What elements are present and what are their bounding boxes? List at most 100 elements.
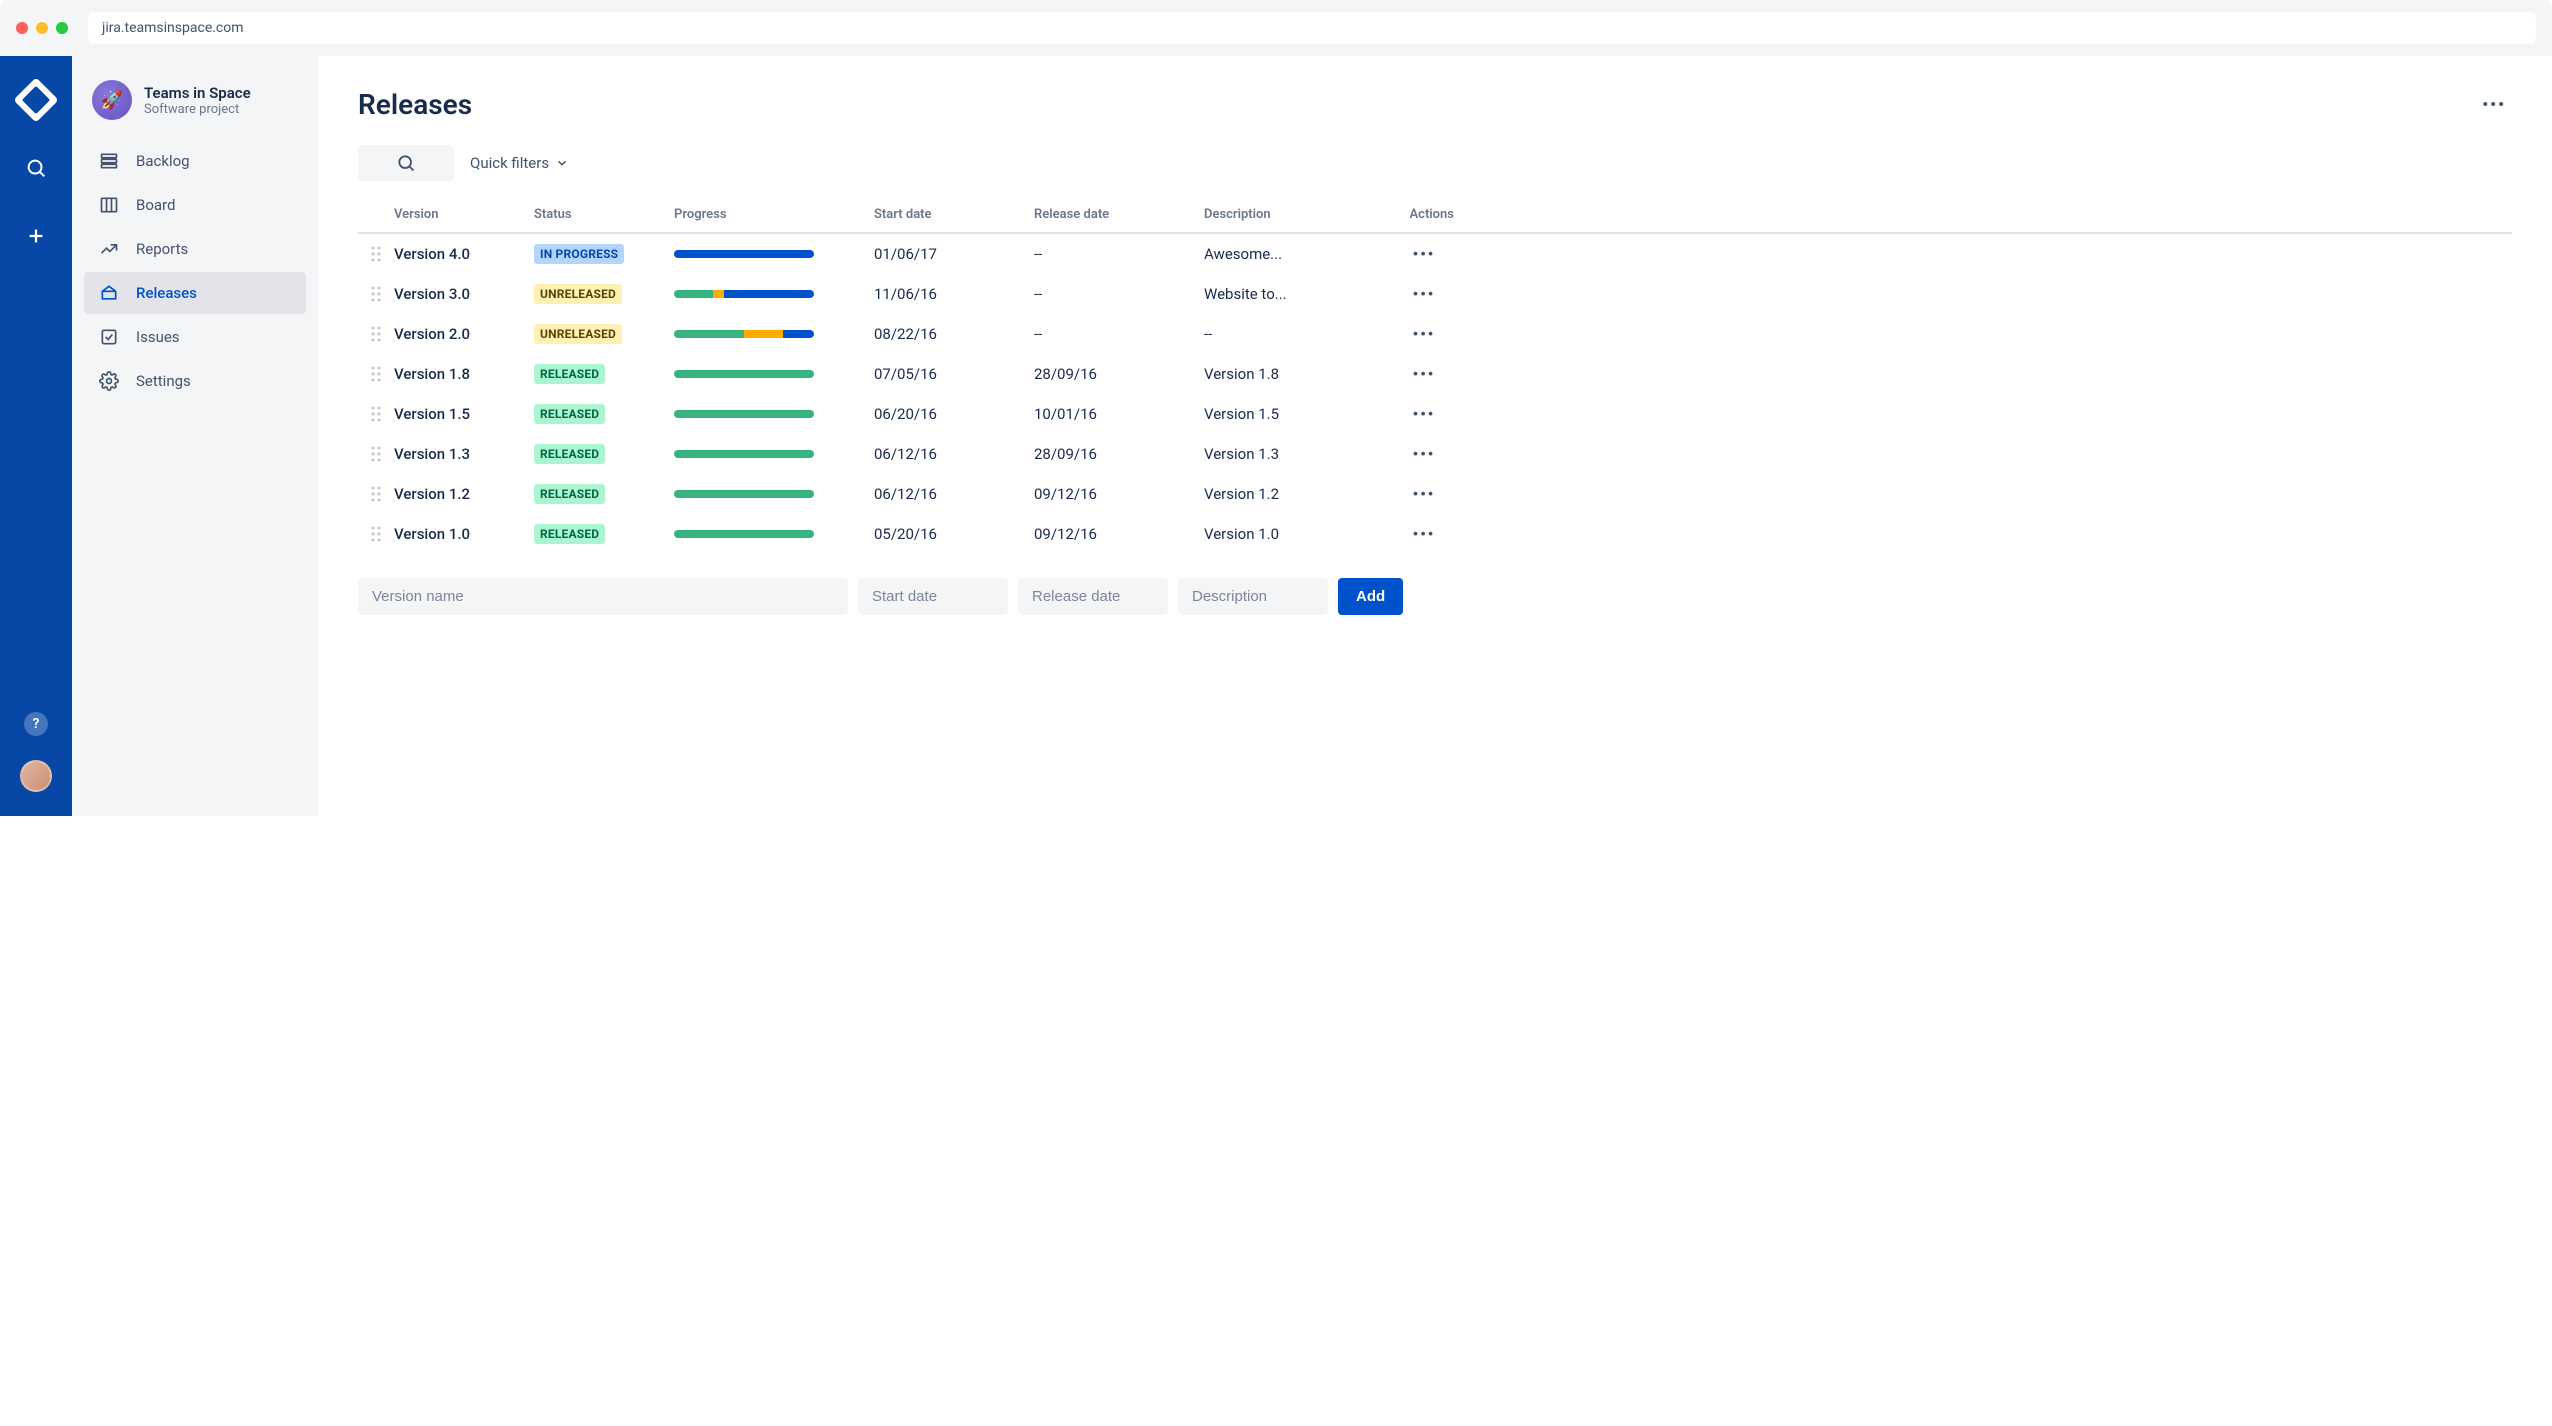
sidebar-item-label: Settings — [136, 372, 191, 390]
drag-handle-icon[interactable] — [358, 326, 394, 342]
column-header-description: Description — [1204, 207, 1384, 222]
version-name-input[interactable] — [358, 578, 848, 615]
project-type: Software project — [144, 102, 251, 117]
version-cell[interactable]: Version 1.3 — [394, 445, 534, 463]
table-row: Version 1.3RELEASED06/12/1628/09/16Versi… — [358, 434, 2512, 474]
start-date-cell: 06/12/16 — [874, 485, 1034, 503]
column-header-actions: Actions — [1384, 207, 1464, 222]
version-cell[interactable]: Version 1.5 — [394, 405, 534, 423]
search-icon — [396, 153, 416, 173]
main-content: Releases ••• Quick filters VersionStatus… — [318, 56, 2552, 816]
sidebar-item-reports[interactable]: Reports — [84, 228, 306, 270]
plus-icon — [25, 225, 47, 247]
quick-filters-label: Quick filters — [470, 154, 549, 172]
release-date-cell: 09/12/16 — [1034, 525, 1204, 543]
user-avatar[interactable] — [20, 760, 52, 792]
release-date-cell: -- — [1034, 325, 1204, 343]
table-row: Version 4.0IN PROGRESS01/06/17--Awesome.… — [358, 234, 2512, 274]
sidebar-item-settings[interactable]: Settings — [84, 360, 306, 402]
search-box[interactable] — [358, 145, 454, 181]
row-more-button[interactable]: ••• — [1384, 285, 1464, 303]
progress-cell — [674, 530, 874, 538]
window-close-icon[interactable] — [16, 22, 28, 34]
version-cell[interactable]: Version 1.8 — [394, 365, 534, 383]
status-badge: IN PROGRESS — [534, 244, 624, 264]
status-badge: RELEASED — [534, 524, 605, 544]
more-icon: ••• — [1413, 525, 1436, 543]
window-zoom-icon[interactable] — [56, 22, 68, 34]
more-icon: ••• — [2482, 95, 2506, 114]
releases-icon — [98, 282, 120, 304]
release-date-cell: -- — [1034, 245, 1204, 263]
status-cell: UNRELEASED — [534, 284, 674, 304]
jira-logo[interactable] — [16, 80, 56, 120]
status-badge: UNRELEASED — [534, 284, 622, 304]
drag-handle-icon[interactable] — [358, 406, 394, 422]
help-button[interactable]: ? — [16, 704, 56, 744]
description-cell: Version 1.0 — [1204, 525, 1364, 543]
quick-filters-dropdown[interactable]: Quick filters — [470, 154, 569, 172]
progress-bar — [674, 330, 814, 338]
settings-icon — [98, 370, 120, 392]
url-bar[interactable]: jira.teamsinspace.com — [88, 12, 2536, 44]
drag-handle-icon[interactable] — [358, 526, 394, 542]
progress-cell — [674, 490, 874, 498]
sidebar-item-label: Issues — [136, 328, 180, 346]
add-button[interactable]: Add — [1338, 578, 1403, 615]
row-more-button[interactable]: ••• — [1384, 365, 1464, 383]
page-title: Releases — [358, 88, 472, 121]
status-cell: IN PROGRESS — [534, 244, 674, 264]
release-date-cell: -- — [1034, 285, 1204, 303]
drag-handle-icon[interactable] — [358, 286, 394, 302]
progress-cell — [674, 290, 874, 298]
row-more-button[interactable]: ••• — [1384, 405, 1464, 423]
drag-handle-icon[interactable] — [358, 446, 394, 462]
project-sidebar: 🚀 Teams in Space Software project Backlo… — [72, 56, 318, 816]
project-header[interactable]: 🚀 Teams in Space Software project — [84, 80, 306, 140]
global-create-button[interactable] — [16, 216, 56, 256]
page-more-button[interactable]: ••• — [2476, 89, 2512, 120]
progress-cell — [674, 250, 874, 258]
description-cell: -- — [1204, 325, 1364, 343]
global-search-button[interactable] — [16, 148, 56, 188]
project-name: Teams in Space — [144, 84, 251, 102]
column-header-progress: Progress — [674, 207, 874, 222]
window-minimize-icon[interactable] — [36, 22, 48, 34]
progress-cell — [674, 410, 874, 418]
drag-handle-icon[interactable] — [358, 366, 394, 382]
sidebar-item-issues[interactable]: Issues — [84, 316, 306, 358]
version-cell[interactable]: Version 2.0 — [394, 325, 534, 343]
drag-handle-icon[interactable] — [358, 486, 394, 502]
sidebar-item-board[interactable]: Board — [84, 184, 306, 226]
table-row: Version 3.0UNRELEASED11/06/16--Website t… — [358, 274, 2512, 314]
version-cell[interactable]: Version 4.0 — [394, 245, 534, 263]
description-input[interactable] — [1178, 578, 1328, 615]
sidebar-item-label: Reports — [136, 240, 188, 258]
column-header-version: Version — [394, 207, 534, 222]
start-date-cell: 01/06/17 — [874, 245, 1034, 263]
version-cell[interactable]: Version 3.0 — [394, 285, 534, 303]
version-cell[interactable]: Version 1.0 — [394, 525, 534, 543]
issues-icon — [98, 326, 120, 348]
sidebar-item-backlog[interactable]: Backlog — [84, 140, 306, 182]
backlog-icon — [98, 150, 120, 172]
release-date-cell: 28/09/16 — [1034, 445, 1204, 463]
release-date-cell: 09/12/16 — [1034, 485, 1204, 503]
release-date-input[interactable] — [1018, 578, 1168, 615]
browser-chrome: jira.teamsinspace.com — [0, 0, 2552, 56]
row-more-button[interactable]: ••• — [1384, 525, 1464, 543]
sidebar-item-releases[interactable]: Releases — [84, 272, 306, 314]
more-icon: ••• — [1413, 485, 1436, 503]
row-more-button[interactable]: ••• — [1384, 245, 1464, 263]
row-more-button[interactable]: ••• — [1384, 325, 1464, 343]
version-cell[interactable]: Version 1.2 — [394, 485, 534, 503]
row-more-button[interactable]: ••• — [1384, 485, 1464, 503]
start-date-input[interactable] — [858, 578, 1008, 615]
more-icon: ••• — [1413, 365, 1436, 383]
reports-icon — [98, 238, 120, 260]
progress-bar — [674, 450, 814, 458]
drag-handle-icon[interactable] — [358, 246, 394, 262]
row-more-button[interactable]: ••• — [1384, 445, 1464, 463]
status-cell: RELEASED — [534, 364, 674, 384]
progress-bar — [674, 250, 814, 258]
